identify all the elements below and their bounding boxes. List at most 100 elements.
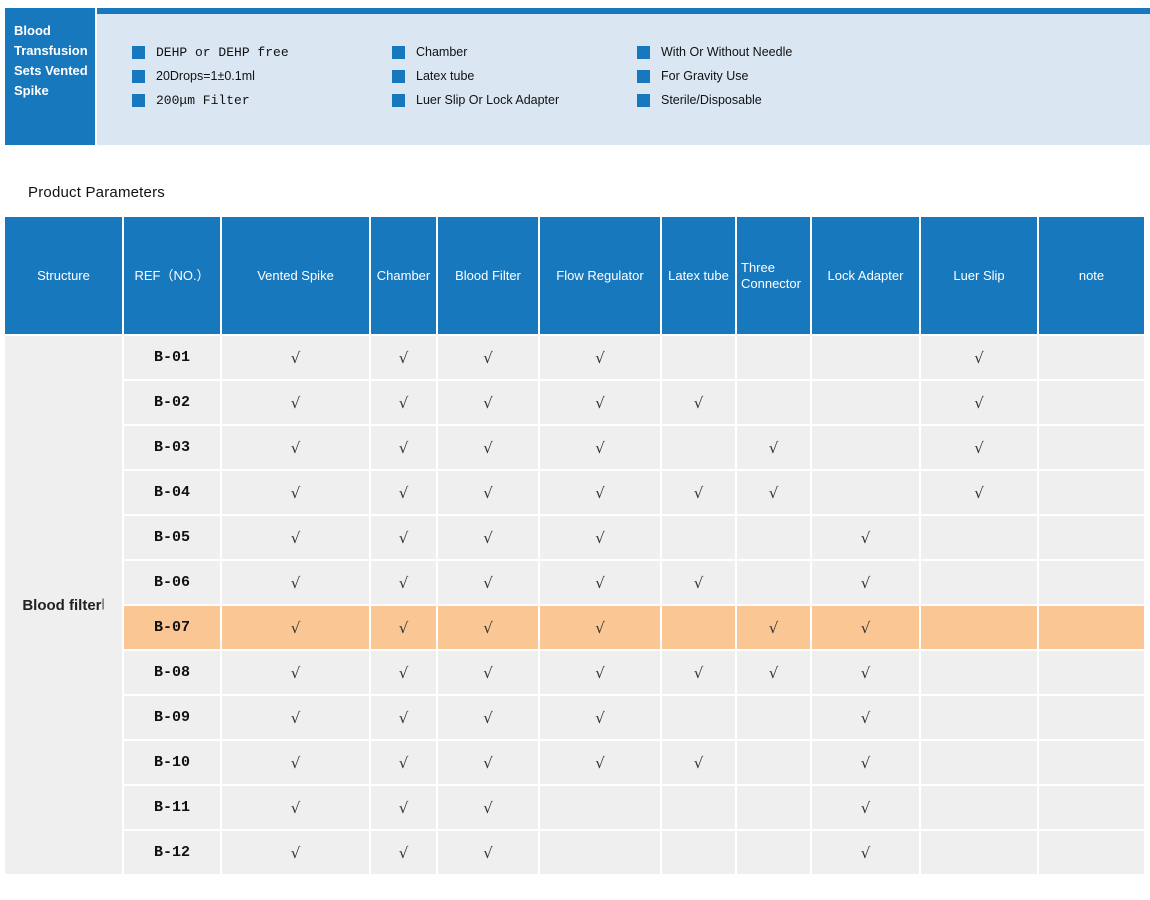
ref-cell: B-08 — [124, 651, 220, 694]
feature-label: With Or Without Needle — [661, 45, 793, 59]
flow-regulator-check-cell — [540, 831, 660, 874]
lock-adapter-check-cell: √ — [812, 561, 919, 604]
three-connector-check-cell — [737, 741, 810, 784]
vented-spike-check-cell: √ — [222, 696, 369, 739]
feature-label: 20Drops=1±0.1ml — [156, 69, 255, 83]
lock-adapter-check-cell — [812, 336, 919, 379]
feature-item: DEHP or DEHP free — [132, 40, 387, 64]
luer-slip-check-cell — [921, 831, 1037, 874]
ref-cell: B-01 — [124, 336, 220, 379]
chamber-check-cell: √ — [371, 741, 436, 784]
ref-cell: B-12 — [124, 831, 220, 874]
chamber-check-cell: √ — [371, 426, 436, 469]
bullet-square-icon — [637, 45, 650, 59]
vented-spike-check-cell: √ — [222, 606, 369, 649]
blood-filter-check-cell: √ — [438, 606, 538, 649]
ref-cell: B-11 — [124, 786, 220, 829]
feature-label: Sterile/Disposable — [661, 93, 762, 107]
latex-tube-check-cell: √ — [662, 651, 735, 694]
vented-spike-check-cell: √ — [222, 426, 369, 469]
luer-slip-check-cell — [921, 561, 1037, 604]
three-connector-check-cell — [737, 336, 810, 379]
chamber-check-cell: √ — [371, 606, 436, 649]
banner-feature-panel: DEHP or DEHP free 20Drops=1±0.1ml 200μm Fi… — [97, 8, 1150, 145]
vented-spike-check-cell: √ — [222, 786, 369, 829]
col-header-flow-regulator: Flow Regulator — [540, 217, 660, 334]
blood-filter-check-cell: √ — [438, 831, 538, 874]
three-connector-check-cell: √ — [737, 471, 810, 514]
feature-label: For Gravity Use — [661, 69, 749, 83]
lock-adapter-check-cell: √ — [812, 606, 919, 649]
feature-item: 20Drops=1±0.1ml — [132, 64, 387, 88]
table-header-row: Structure REF（NO.） Vented Spike Chamber … — [5, 217, 1144, 334]
col-header-structure: Structure — [5, 217, 122, 334]
chamber-check-cell: √ — [371, 831, 436, 874]
latex-tube-check-cell: √ — [662, 561, 735, 604]
vented-spike-check-cell: √ — [222, 336, 369, 379]
chamber-check-cell: √ — [371, 381, 436, 424]
vented-spike-check-cell: √ — [222, 381, 369, 424]
ref-cell: B-02 — [124, 381, 220, 424]
ref-cell: B-09 — [124, 696, 220, 739]
blood-filter-check-cell: √ — [438, 696, 538, 739]
note-cell — [1039, 741, 1144, 784]
lock-adapter-check-cell — [812, 381, 919, 424]
table-row: B-06 √ √ √ √ √ √ — [5, 561, 1144, 604]
table-row: B-03 √ √ √ √ √ √ — [5, 426, 1144, 469]
ref-cell: B-10 — [124, 741, 220, 784]
feature-item: Sterile/Disposable — [637, 88, 937, 112]
lock-adapter-check-cell: √ — [812, 741, 919, 784]
note-cell — [1039, 786, 1144, 829]
table-row: Blood filter| B-01 √ √ √ √ √ — [5, 336, 1144, 874]
feature-item: With Or Without Needle — [637, 40, 937, 64]
feature-item: 200μm Filter — [132, 88, 387, 112]
lock-adapter-check-cell: √ — [812, 516, 919, 559]
col-header-lock-adapter: Lock Adapter — [812, 217, 919, 334]
feature-item: Chamber — [392, 40, 637, 64]
note-cell — [1039, 831, 1144, 874]
blood-filter-check-cell: √ — [438, 651, 538, 694]
feature-label: Luer Slip Or Lock Adapter — [416, 93, 560, 107]
three-connector-check-cell — [737, 381, 810, 424]
flow-regulator-check-cell: √ — [540, 561, 660, 604]
luer-slip-check-cell: √ — [921, 381, 1037, 424]
feature-label: 200μm Filter — [156, 92, 250, 108]
feature-label: Latex tube — [416, 69, 475, 83]
ref-cell: B-07 — [124, 606, 220, 649]
lock-adapter-check-cell: √ — [812, 831, 919, 874]
luer-slip-check-cell — [921, 696, 1037, 739]
note-cell — [1039, 651, 1144, 694]
chamber-check-cell: √ — [371, 516, 436, 559]
blood-filter-check-cell: √ — [438, 336, 538, 379]
vented-spike-check-cell: √ — [222, 561, 369, 604]
blood-filter-check-cell: √ — [438, 426, 538, 469]
feature-column-2: Chamber Latex tube Luer Slip Or Lock Adapt… — [392, 40, 637, 112]
note-cell — [1039, 381, 1144, 424]
latex-tube-check-cell — [662, 516, 735, 559]
text-cursor-artifact: | — [101, 596, 105, 610]
structure-group-cell: Blood filter| — [5, 336, 122, 874]
feature-label: Chamber — [416, 45, 468, 59]
bullet-square-icon — [132, 45, 145, 59]
blood-filter-check-cell: √ — [438, 786, 538, 829]
note-cell — [1039, 336, 1144, 379]
three-connector-check-cell — [737, 786, 810, 829]
chamber-check-cell: √ — [371, 696, 436, 739]
col-header-ref: REF（NO.） — [124, 217, 220, 334]
chamber-check-cell: √ — [371, 561, 436, 604]
flow-regulator-check-cell: √ — [540, 426, 660, 469]
note-cell — [1039, 561, 1144, 604]
lock-adapter-check-cell: √ — [812, 786, 919, 829]
latex-tube-check-cell — [662, 696, 735, 739]
blood-filter-check-cell: √ — [438, 516, 538, 559]
chamber-check-cell: √ — [371, 786, 436, 829]
latex-tube-check-cell — [662, 336, 735, 379]
flow-regulator-check-cell: √ — [540, 381, 660, 424]
three-connector-check-cell — [737, 696, 810, 739]
bullet-square-icon — [392, 69, 405, 83]
flow-regulator-check-cell — [540, 786, 660, 829]
structure-group-label: Blood filter — [22, 597, 102, 614]
flow-regulator-check-cell: √ — [540, 651, 660, 694]
feature-columns: DEHP or DEHP free 20Drops=1±0.1ml 200μm Fi… — [97, 14, 1150, 112]
section-title: Product Parameters — [28, 184, 165, 201]
